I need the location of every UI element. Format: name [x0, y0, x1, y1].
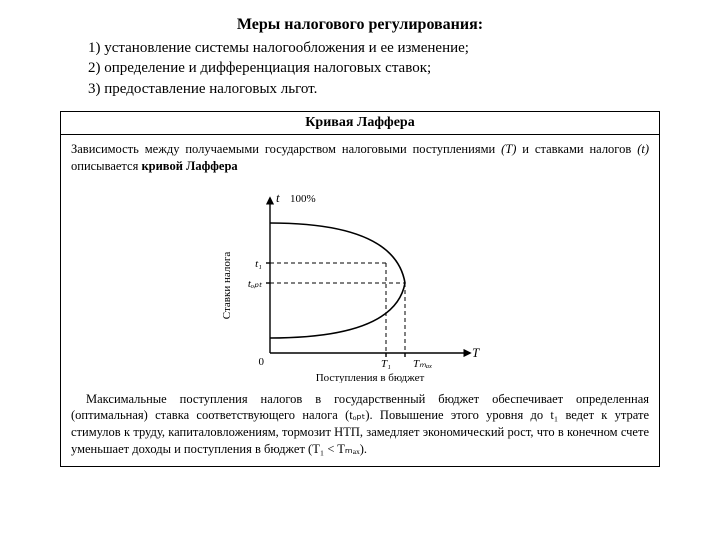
svg-text:0: 0 [259, 356, 265, 368]
svg-text:Поступления в бюджет: Поступления в бюджет [316, 372, 425, 383]
caption-t: (t) [637, 142, 649, 156]
caption-T: (T) [501, 142, 516, 156]
page: Меры налогового регулирования: 1) устано… [0, 0, 720, 540]
figure-title: Кривая Лаффера [61, 112, 659, 135]
svg-text:tₒₚₜ: tₒₚₜ [248, 278, 263, 290]
laffer-chart: t 100% t₁ tₒₚₜ 0 T₁ Tₘₐₓ T Ставки налога Поступле… [210, 183, 510, 383]
list-item: 1) установление системы налогообложения … [88, 38, 608, 58]
svg-text:T: T [472, 345, 480, 360]
caption-text: Зависимость между получаемыми государств… [71, 142, 501, 156]
chart-wrap: t 100% t₁ tₒₚₜ 0 T₁ Tₘₐₓ T Ставки налога Поступле… [61, 179, 659, 385]
caption-bold: кривой Лаффера [141, 159, 237, 173]
list-item: 2) определение и дифференциация налоговы… [88, 58, 608, 78]
heading: Меры налогового регулирования: [0, 16, 720, 34]
svg-text:t: t [276, 190, 280, 205]
caption-text: и ставками налогов [516, 142, 637, 156]
svg-text:Ставки налога: Ставки налога [221, 251, 233, 319]
svg-text:t₁: t₁ [255, 258, 262, 270]
figure-box: Кривая Лаффера Зависимость между получае… [60, 111, 660, 467]
list-item: 3) предоставление налоговых льгот. [88, 79, 608, 99]
figure-caption: Зависимость между получаемыми государств… [61, 135, 659, 179]
figure-footnote: Максимальные поступления налогов в госуд… [61, 385, 659, 467]
svg-text:Tₘₐₓ: Tₘₐₓ [413, 358, 432, 370]
measures-list: 1) установление системы налогообложения … [88, 38, 608, 99]
svg-text:T₁: T₁ [381, 358, 391, 370]
svg-text:100%: 100% [290, 193, 316, 205]
caption-text: описывается [71, 159, 141, 173]
